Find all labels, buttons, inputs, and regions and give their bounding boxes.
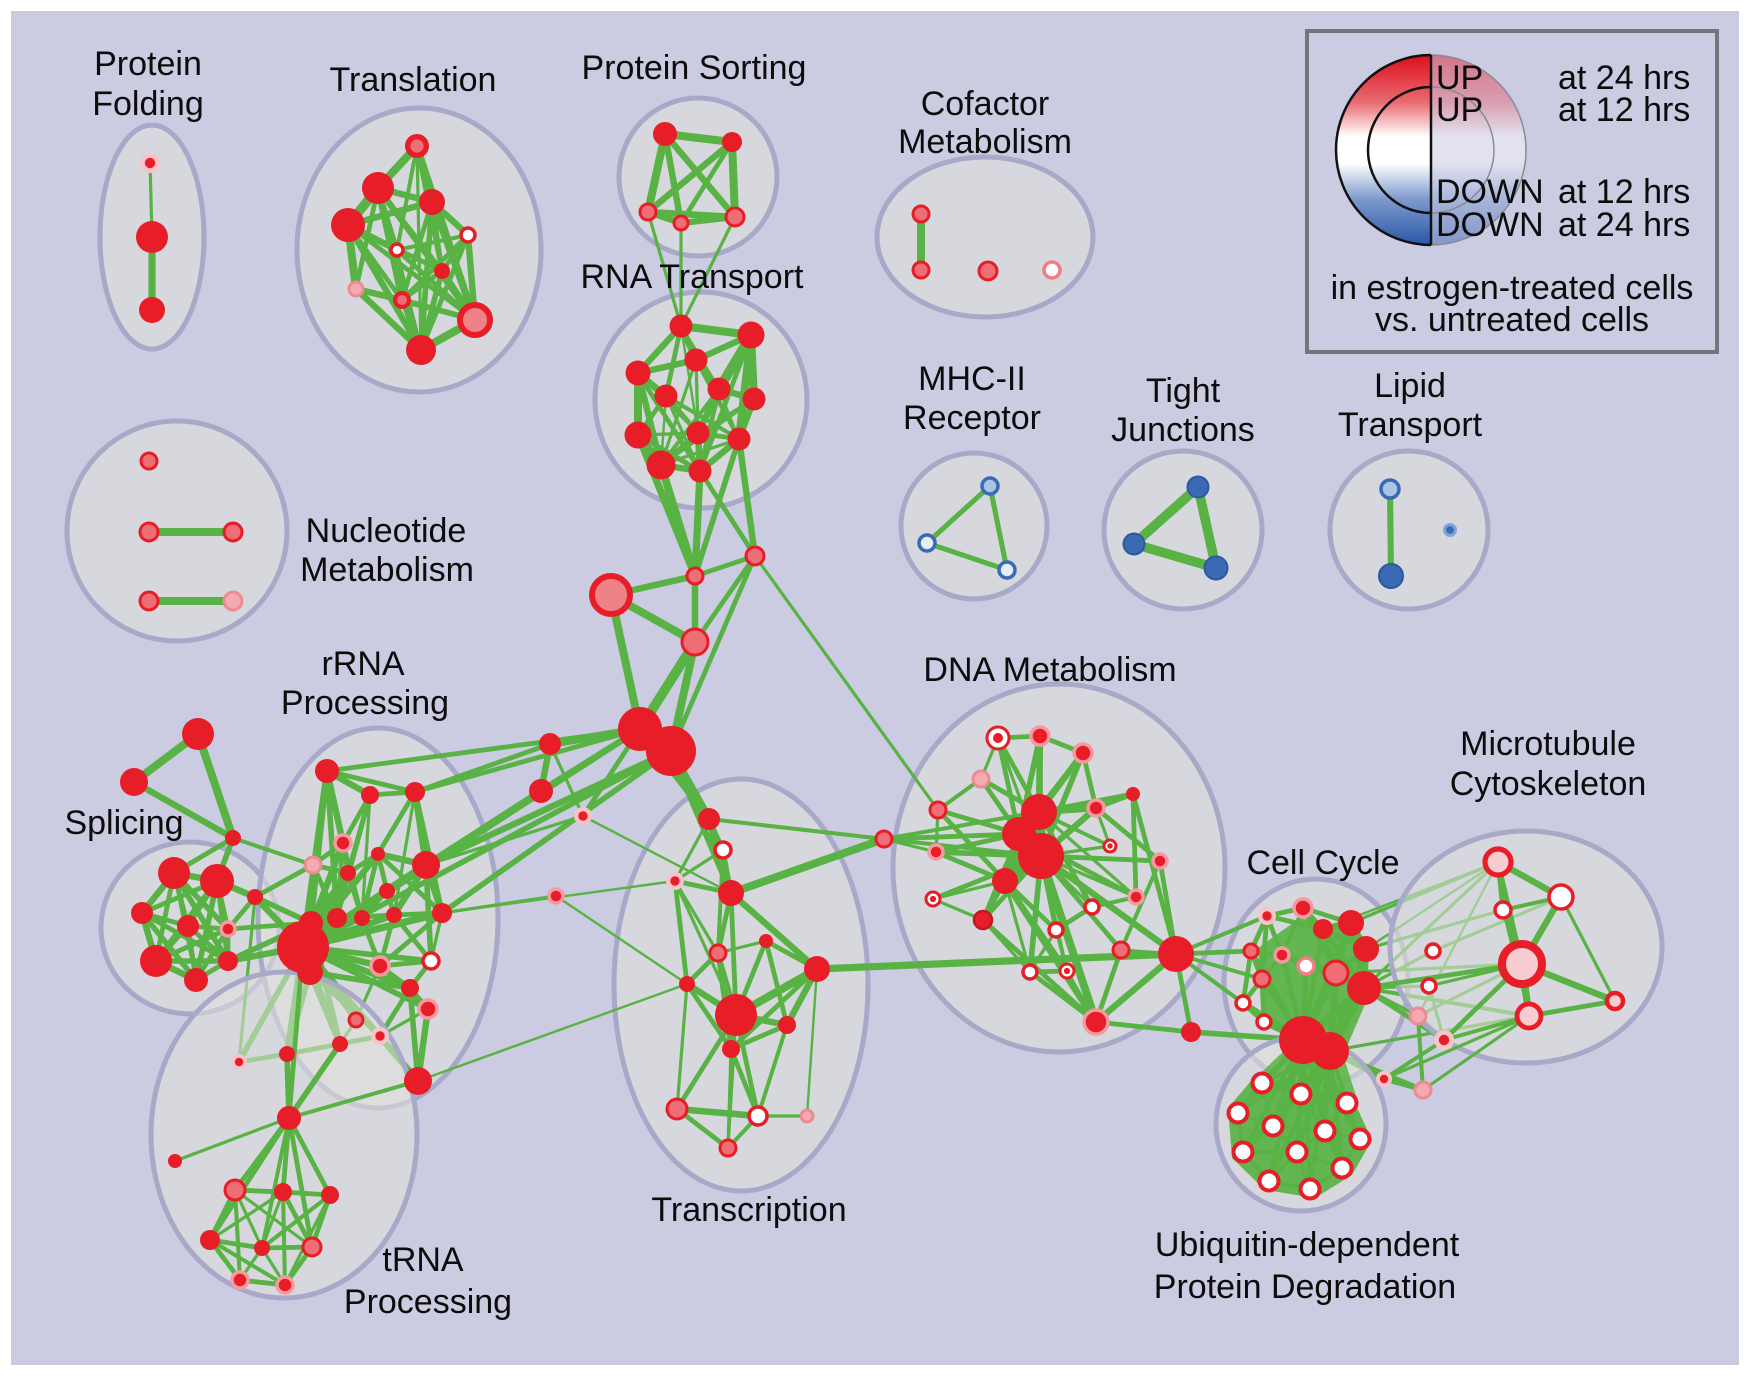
- svg-text:Receptor: Receptor: [903, 399, 1041, 437]
- svg-text:RNA Transport: RNA Transport: [581, 258, 805, 296]
- svg-text:at 12 hrs: at 12 hrs: [1558, 91, 1690, 129]
- svg-text:Translation: Translation: [330, 61, 497, 99]
- svg-text:Junctions: Junctions: [1111, 411, 1255, 449]
- svg-text:tRNA: tRNA: [382, 1241, 464, 1279]
- svg-text:Nucleotide: Nucleotide: [306, 512, 467, 550]
- svg-text:MHC-II: MHC-II: [918, 360, 1026, 398]
- svg-text:rRNA: rRNA: [321, 645, 404, 683]
- svg-text:Splicing: Splicing: [64, 804, 183, 842]
- svg-text:Tight: Tight: [1146, 372, 1221, 410]
- svg-text:at 24 hrs: at 24 hrs: [1558, 206, 1690, 244]
- svg-text:Transport: Transport: [1338, 406, 1483, 444]
- svg-text:DOWN: DOWN: [1436, 173, 1544, 211]
- svg-text:Cell Cycle: Cell Cycle: [1246, 844, 1399, 882]
- svg-text:DOWN: DOWN: [1436, 206, 1544, 244]
- svg-text:Cofactor: Cofactor: [921, 85, 1050, 123]
- svg-text:Protein Degradation: Protein Degradation: [1154, 1268, 1456, 1306]
- svg-text:at 12 hrs: at 12 hrs: [1558, 173, 1690, 211]
- svg-text:at 24 hrs: at 24 hrs: [1558, 59, 1690, 97]
- svg-text:Protein Sorting: Protein Sorting: [582, 49, 807, 87]
- svg-text:UP: UP: [1436, 91, 1483, 129]
- svg-text:Processing: Processing: [344, 1283, 512, 1321]
- svg-text:vs. untreated cells: vs. untreated cells: [1375, 301, 1649, 339]
- svg-text:Microtubule: Microtubule: [1460, 725, 1636, 763]
- svg-text:Cytoskeleton: Cytoskeleton: [1450, 765, 1647, 803]
- svg-text:DNA Metabolism: DNA Metabolism: [923, 651, 1176, 689]
- svg-text:Lipid: Lipid: [1374, 367, 1446, 405]
- svg-text:Protein: Protein: [94, 45, 202, 83]
- svg-text:Transcription: Transcription: [651, 1191, 846, 1229]
- svg-text:in estrogen-treated cells: in estrogen-treated cells: [1331, 269, 1694, 307]
- svg-text:Folding: Folding: [92, 85, 204, 123]
- svg-text:UP: UP: [1436, 59, 1483, 97]
- svg-text:Processing: Processing: [281, 684, 449, 722]
- svg-text:Ubiquitin-dependent: Ubiquitin-dependent: [1155, 1226, 1460, 1264]
- svg-text:Metabolism: Metabolism: [898, 123, 1072, 161]
- svg-text:Metabolism: Metabolism: [300, 551, 474, 589]
